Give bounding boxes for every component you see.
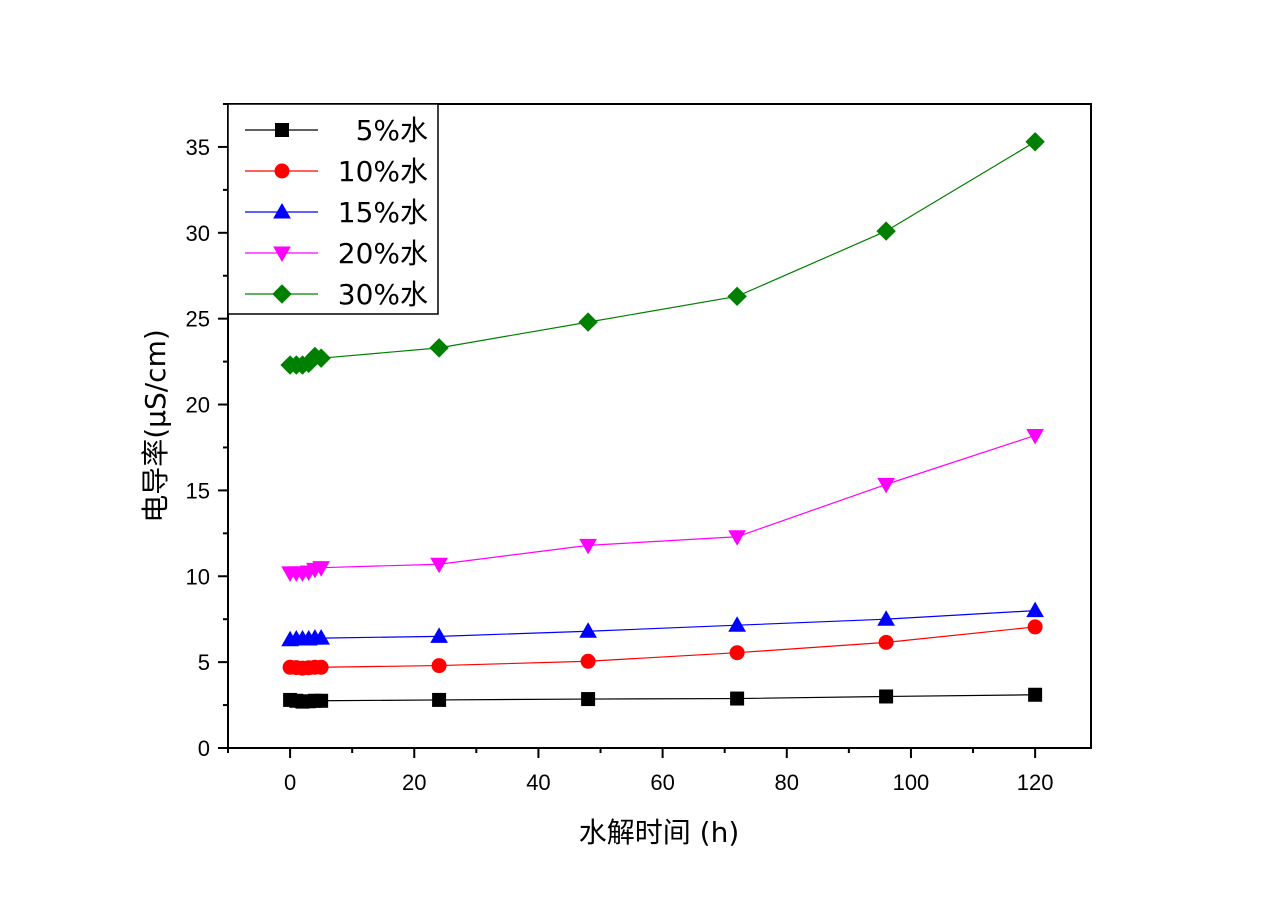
data-point: [579, 622, 597, 638]
data-point: [580, 653, 596, 669]
data-point: [430, 557, 448, 574]
legend-label: 30%水: [338, 278, 428, 311]
legend-box: [227, 103, 439, 315]
data-point: [876, 221, 896, 241]
data-point: [314, 693, 329, 708]
x-tick-label: 20: [402, 770, 426, 795]
legend-marker: [274, 163, 290, 179]
series-diamond: [280, 132, 1045, 375]
x-tick-label: 60: [650, 770, 674, 795]
data-point: [1027, 619, 1043, 635]
y-tick-label: 35: [186, 135, 210, 160]
x-tick-label: 80: [775, 770, 799, 795]
data-point: [729, 645, 745, 661]
series-line: [290, 626, 1036, 669]
data-point: [1025, 132, 1045, 152]
data-point: [312, 629, 330, 645]
data-point: [313, 659, 329, 675]
data-point: [578, 312, 598, 332]
legend-label: 15%水: [338, 196, 428, 229]
x-axis-title: 水解时间 (h): [579, 816, 740, 849]
y-tick-label: 5: [198, 650, 210, 675]
y-tick-label: 25: [186, 307, 210, 332]
data-point: [1026, 601, 1044, 618]
legend-marker: [273, 202, 291, 219]
y-axis-title: 电导率(μS/cm): [139, 329, 172, 523]
series-line: [290, 434, 1036, 574]
y-tick-label: 30: [186, 221, 210, 246]
series-triangle-up: [281, 601, 1044, 647]
axis-ticks: 0 20 40 60 80 100 120 0 5 10 15 20 25 30 35: [186, 103, 1054, 795]
legend-marker: [275, 123, 289, 137]
series-line: [290, 610, 1036, 641]
series-triangle-down: [281, 428, 1044, 582]
legend-label: 10%水: [338, 155, 428, 188]
plot-frame: [227, 103, 1092, 749]
data-point: [311, 348, 331, 368]
y-tick-label: 10: [186, 564, 210, 589]
series-line: [290, 694, 1036, 703]
data-point: [879, 689, 894, 704]
data-point: [581, 692, 596, 707]
data-point: [429, 338, 449, 358]
data-point: [877, 477, 895, 494]
data-point: [579, 538, 597, 555]
y-tick-label: 20: [186, 393, 210, 418]
legend: 5%水 10%水 15%水 20%水 30%水: [227, 103, 439, 315]
legend-label: 20%水: [338, 237, 428, 270]
x-tick-label: 0: [284, 770, 296, 795]
data-point: [727, 286, 747, 307]
y-tick-label: 0: [198, 736, 210, 761]
data-point: [312, 561, 330, 577]
x-tick-label: 120: [1017, 770, 1054, 795]
data-point: [1028, 687, 1043, 702]
data-point: [1026, 428, 1044, 445]
x-tick-label: 40: [526, 770, 550, 795]
y-tick-label: 15: [186, 478, 210, 503]
data-point: [430, 627, 448, 643]
data-point: [730, 691, 745, 706]
series-circle: [282, 619, 1043, 676]
series-square: [283, 687, 1043, 709]
data-point: [878, 634, 894, 650]
data-point: [431, 658, 447, 674]
legend-label: 5%水: [356, 114, 428, 147]
data-point: [432, 692, 447, 707]
legend-marker: [273, 246, 291, 263]
data-point: [728, 530, 746, 546]
x-tick-label: 100: [893, 770, 930, 795]
series-layer: [280, 132, 1045, 709]
data-point: [728, 616, 746, 632]
data-point: [877, 610, 895, 626]
legend-marker: [272, 284, 292, 304]
